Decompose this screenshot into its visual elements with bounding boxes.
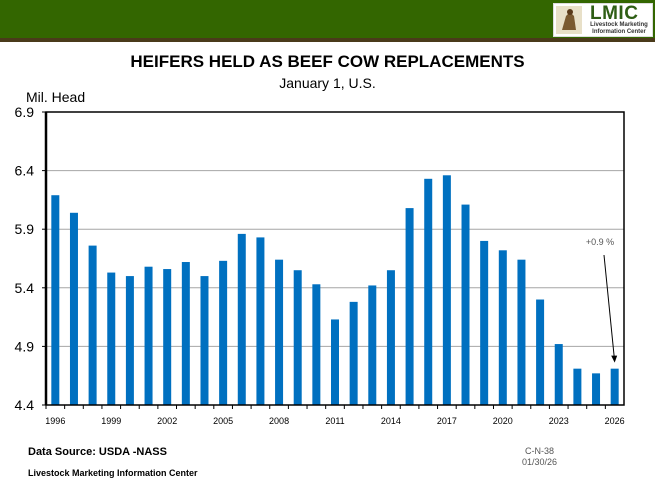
bar-2003 bbox=[181, 262, 190, 405]
bar-2002 bbox=[163, 269, 172, 405]
bar-2000 bbox=[125, 276, 134, 405]
y-tick-label: 6.4 bbox=[15, 163, 35, 179]
annotation-arrow bbox=[603, 254, 615, 357]
chart-date: 01/30/26 bbox=[522, 457, 558, 467]
bar-1996 bbox=[51, 195, 60, 405]
y-tick-label: 4.4 bbox=[15, 397, 35, 413]
bar-2004 bbox=[200, 276, 209, 405]
x-tick-label: 2026 bbox=[605, 416, 625, 426]
chart-subtitle: January 1, U.S. bbox=[279, 75, 376, 91]
y-tick-label: 5.9 bbox=[15, 221, 35, 237]
x-tick-label: 2017 bbox=[437, 416, 457, 426]
bar-2023 bbox=[554, 344, 563, 405]
bar-2019 bbox=[480, 240, 489, 405]
bar-2011 bbox=[331, 319, 339, 405]
y-axis-label: Mil. Head bbox=[26, 89, 86, 105]
bar-2007 bbox=[256, 237, 265, 405]
annotation-label: +0.9 % bbox=[586, 237, 614, 247]
bar-1999 bbox=[107, 272, 116, 405]
x-tick-label: 1996 bbox=[45, 416, 65, 426]
chart-title: HEIFERS HELD AS BEEF COW REPLACEMENTS bbox=[130, 52, 525, 71]
lmic-logo: LMIC Livestock Marketing Information Cen… bbox=[553, 3, 653, 37]
x-tick-label: 2023 bbox=[549, 416, 569, 426]
y-tick-label: 5.4 bbox=[15, 280, 35, 296]
bar-2001 bbox=[144, 266, 153, 405]
x-tick-label: 2014 bbox=[381, 416, 401, 426]
x-tick-label: 2002 bbox=[157, 416, 177, 426]
x-tick-label: 1999 bbox=[101, 416, 121, 426]
organization: Livestock Marketing Information Center bbox=[28, 468, 198, 478]
bar-2026 bbox=[610, 368, 619, 405]
bar-2013 bbox=[368, 285, 377, 405]
bar-2005 bbox=[219, 260, 228, 405]
bar-2008 bbox=[275, 259, 284, 405]
chart-id: C-N-38 bbox=[525, 446, 555, 456]
bar-2015 bbox=[405, 208, 414, 405]
x-tick-label: 2011 bbox=[325, 416, 344, 426]
header-band bbox=[0, 0, 655, 38]
bar-2025 bbox=[592, 373, 601, 405]
chart-code: C-N-38 01/30/26 bbox=[522, 446, 557, 468]
x-tick-label: 2005 bbox=[213, 416, 233, 426]
bar-2021 bbox=[517, 259, 526, 405]
x-tick-label: 2020 bbox=[493, 416, 513, 426]
logo-title: LMIC bbox=[590, 3, 639, 24]
header-divider bbox=[0, 38, 655, 42]
cowboy-icon bbox=[556, 6, 582, 34]
bar-2020 bbox=[498, 250, 507, 405]
bar-2022 bbox=[536, 299, 545, 405]
bar-2009 bbox=[293, 270, 302, 405]
logo-subtitle: Livestock Marketing Information Center bbox=[590, 22, 648, 35]
bar-2017 bbox=[442, 175, 451, 405]
bar-2016 bbox=[424, 178, 433, 405]
arrow-head-icon bbox=[611, 355, 618, 363]
bar-2014 bbox=[386, 270, 395, 405]
x-tick-label: 2008 bbox=[269, 416, 289, 426]
bar-2024 bbox=[573, 368, 582, 405]
bar-1998 bbox=[88, 245, 97, 405]
data-source: Data Source: USDA -NASS bbox=[28, 446, 167, 458]
bar-2012 bbox=[349, 301, 358, 405]
bar-2018 bbox=[461, 204, 470, 405]
bar-1997 bbox=[69, 212, 78, 405]
y-tick-label: 4.9 bbox=[15, 338, 35, 354]
bar-2006 bbox=[237, 233, 246, 405]
bar-2010 bbox=[312, 284, 321, 405]
y-tick-label: 6.9 bbox=[15, 104, 35, 120]
